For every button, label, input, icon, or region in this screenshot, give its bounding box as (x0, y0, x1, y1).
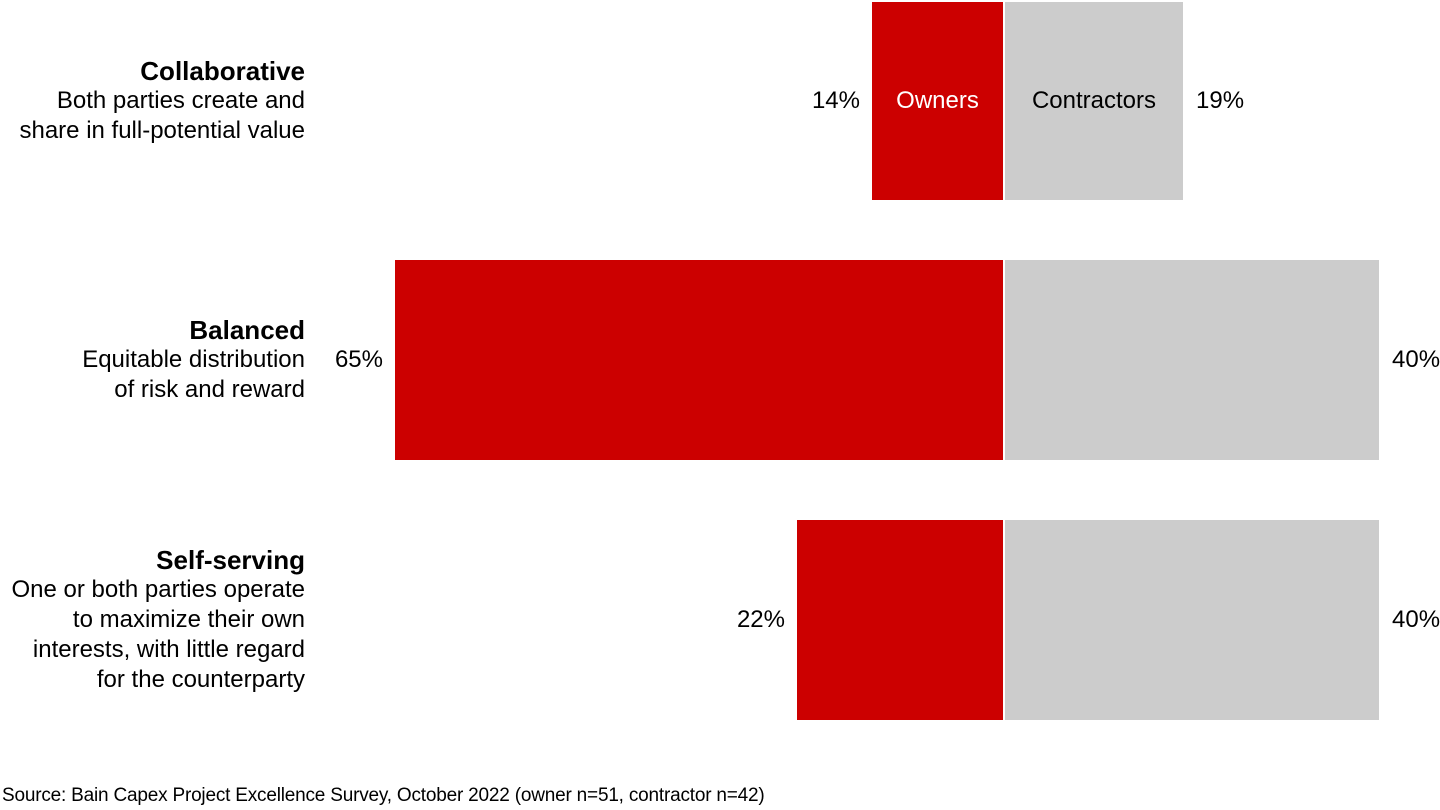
chart-row-self-serving: Self-serving One or both parties operate… (0, 520, 1440, 720)
category-description: Both parties create and share in full-po… (19, 87, 305, 144)
category-description: One or both parties operate to maximize … (11, 576, 305, 693)
category-description: Equitable distribution of risk and rewar… (82, 346, 305, 403)
category-label-block: Balanced Equitable distribution of risk … (0, 260, 305, 460)
category-label-block: Self-serving One or both parties operate… (0, 520, 305, 720)
contractors-series-label: Contractors (1031, 87, 1157, 114)
owners-bar: Owners (872, 2, 1003, 200)
chart-row-balanced: Balanced Equitable distribution of risk … (0, 260, 1440, 460)
contractors-bar (1005, 520, 1379, 720)
category-title: Collaborative (140, 56, 305, 86)
owners-value-label: 65% (334, 346, 383, 373)
contractors-value-label: 40% (1392, 606, 1440, 633)
owners-value-label: 14% (811, 87, 860, 114)
owners-value-label: 22% (736, 606, 785, 633)
owners-bar (797, 520, 1003, 720)
contractors-bar: Contractors (1005, 2, 1183, 200)
contractors-bar (1005, 260, 1379, 460)
owners-series-label: Owners (896, 87, 979, 114)
owners-bar (395, 260, 1003, 460)
contractors-value-label: 19% (1196, 87, 1245, 114)
chart-row-collaborative: Collaborative Both parties create and sh… (0, 2, 1440, 200)
contractors-value-label: 40% (1392, 346, 1440, 373)
category-label-block: Collaborative Both parties create and sh… (0, 2, 305, 200)
source-note: Source: Bain Capex Project Excellence Su… (2, 785, 765, 806)
category-title: Balanced (189, 315, 305, 345)
category-title: Self-serving (156, 545, 305, 575)
